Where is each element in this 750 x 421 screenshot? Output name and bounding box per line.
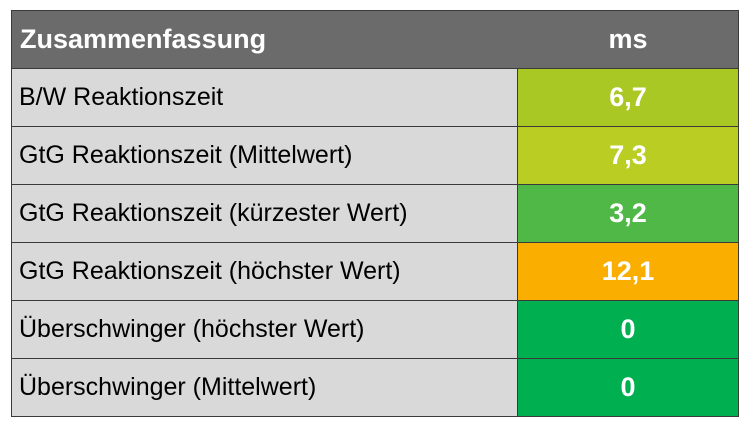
row-value: 12,1 xyxy=(518,243,738,300)
row-value: 6,7 xyxy=(518,69,738,126)
row-label: B/W Reaktionszeit xyxy=(12,69,518,126)
table-row: B/W Reaktionszeit 6,7 xyxy=(12,68,738,126)
table-row: GtG Reaktionszeit (Mittelwert) 7,3 xyxy=(12,126,738,184)
row-label: GtG Reaktionszeit (Mittelwert) xyxy=(12,127,518,184)
row-value: 0 xyxy=(518,359,738,416)
table-row: Überschwinger (höchster Wert) 0 xyxy=(12,300,738,358)
row-label: Überschwinger (Mittelwert) xyxy=(12,359,518,416)
row-value: 3,2 xyxy=(518,185,738,242)
row-value: 0 xyxy=(518,301,738,358)
summary-table: Zusammenfassung ms B/W Reaktionszeit 6,7… xyxy=(11,10,739,417)
table-row: GtG Reaktionszeit (höchster Wert) 12,1 xyxy=(12,242,738,300)
table-row: GtG Reaktionszeit (kürzester Wert) 3,2 xyxy=(12,184,738,242)
header-unit: ms xyxy=(608,24,648,54)
table-row: Überschwinger (Mittelwert) 0 xyxy=(12,358,738,416)
header-label: Zusammenfassung xyxy=(20,24,267,54)
row-label: GtG Reaktionszeit (höchster Wert) xyxy=(12,243,518,300)
row-label: Überschwinger (höchster Wert) xyxy=(12,301,518,358)
table-header: Zusammenfassung ms xyxy=(12,11,738,68)
row-value: 7,3 xyxy=(518,127,738,184)
row-label: GtG Reaktionszeit (kürzester Wert) xyxy=(12,185,518,242)
